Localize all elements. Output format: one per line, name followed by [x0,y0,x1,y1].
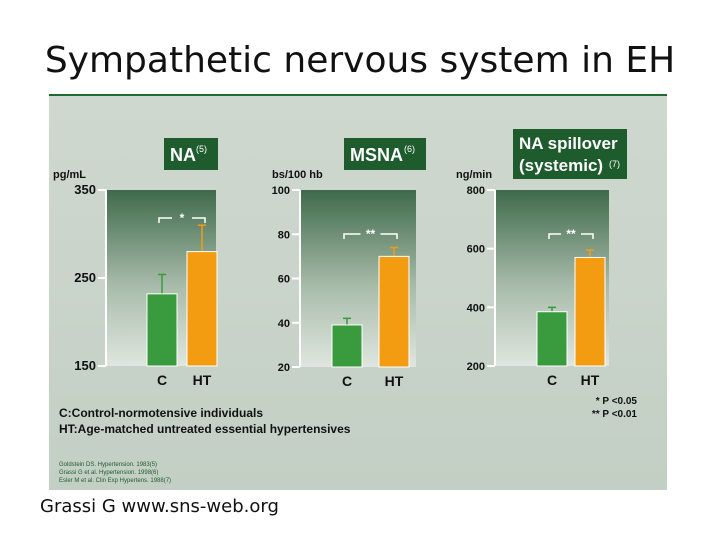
chart-panel-1: NA (5) pg/mL 150 250 350 C HT * [53,138,218,388]
chart-title: MSNA [350,145,403,165]
chart-title-ref: (7) [609,159,620,169]
pvalue-legend: * P <0.05 ** P <0.01 [592,396,638,420]
pvalue-label: ** P <0.01 [592,409,638,420]
chart-title-ref: (6) [404,144,415,154]
y-tick-label: 80 [278,229,290,241]
chart-title-line2: (systemic) [519,156,603,175]
chart-title: NA [170,145,196,165]
significance-label: ** [566,227,576,241]
bar-hypertensive [574,256,606,367]
pvalue-label: * P <0.05 [596,396,638,407]
bar-control [536,311,568,367]
significance-label: * [180,211,185,225]
reference-line: Grassi G et al. Hypertension. 1998(6) [59,470,158,476]
group-legend: C:Control-normotensive individuals HT:Age… [59,406,351,436]
slide-caption: Grassi G www.sns-web.org [40,496,279,517]
chart-title-box [164,138,218,170]
figure-panel: NA (5) pg/mL 150 250 350 C HT * MSNA (6) bs/100 hb 2… [49,94,667,490]
y-axis-unit-label: bs/100 hb [272,169,323,181]
bracket-line [158,217,206,223]
chart-title-box [344,138,426,170]
legend-entry: C:Control-normotensive individuals [59,406,263,420]
bar-control [146,293,178,367]
bracket-line [548,233,594,239]
y-tick-label: 60 [278,274,290,286]
chart-title-box [513,129,627,179]
y-tick-label: 100 [272,185,290,197]
significance-bracket: ** [548,227,594,241]
y-tick-label: 200 [467,361,485,373]
chart-panel-3: NA spillover (systemic) (7) ng/min 200 400 600… [456,129,627,388]
legend-entry: HT:Age-matched untreated essential hyper… [59,422,351,436]
reference-line: Esler M et al. Clin Exp Hypertens. 1988(… [59,478,171,484]
x-tick-label: HT [385,373,404,389]
x-tick-label: C [547,372,557,388]
references: Goldstein DS. Hypertension. 1983(5) Grass… [59,462,171,484]
y-tick-label: 40 [278,318,290,330]
x-tick-label: C [157,372,167,388]
y-axis-unit-label: pg/mL [53,169,86,181]
significance-bracket: * [158,211,206,225]
chart-title: NA spillover [519,134,618,153]
y-tick-label: 600 [467,244,485,256]
x-tick-label: HT [581,372,600,388]
y-tick-label: 250 [74,270,96,285]
y-tick-label: 150 [74,358,96,373]
y-axis-unit-label: ng/min [456,169,492,181]
y-tick-label: 350 [74,182,96,197]
y-tick-label: 20 [278,362,290,374]
chart-figure: NA (5) pg/mL 150 250 350 C HT * MSNA (6) bs/100 hb 2… [53,129,638,484]
chart-title-ref: (5) [196,144,207,154]
bracket-line [343,233,398,239]
y-tick-label: 400 [467,302,485,314]
bar-hypertensive [186,251,218,367]
x-tick-label: HT [193,372,212,388]
reference-line: Goldstein DS. Hypertension. 1983(5) [59,462,157,468]
bar-hypertensive [378,255,410,368]
chart-panel-2: MSNA (6) bs/100 hb 20 40 60 80 100 C HT ** [272,138,426,389]
significance-bracket: ** [343,227,398,241]
slide-title: Sympathetic nervous system in EH [44,40,676,81]
x-tick-label: C [342,373,352,389]
y-tick-label: 800 [467,185,485,197]
significance-label: ** [366,227,376,241]
bar-control [331,324,363,368]
